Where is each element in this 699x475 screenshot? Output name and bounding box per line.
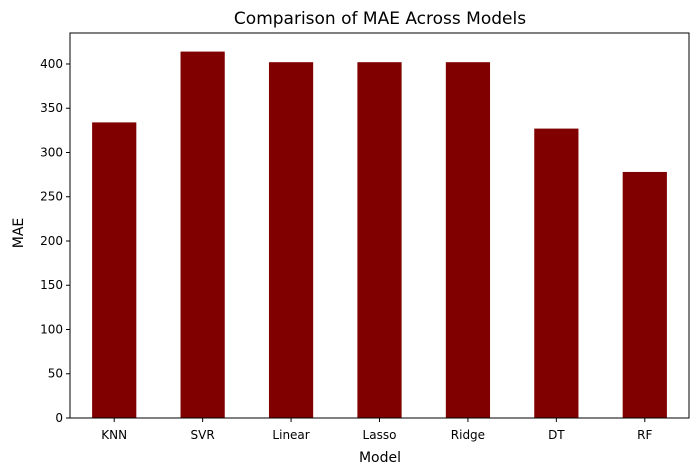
- bar-ridge: [445, 62, 491, 418]
- y-tick-label: 0: [55, 411, 63, 425]
- y-tick-label: 300: [40, 145, 63, 159]
- y-tick-label: 100: [40, 322, 63, 336]
- y-tick-label: 250: [40, 190, 63, 204]
- x-tick-label: Ridge: [451, 428, 485, 442]
- y-axis-ticks: 0 50 100 150 200 250 300 350 400: [40, 57, 70, 425]
- bar-rf: [622, 171, 667, 418]
- x-axis-ticks: KNN SVR Linear Lasso Ridge DT RF: [101, 418, 652, 442]
- x-tick-label: SVR: [191, 428, 215, 442]
- bar-svr: [180, 51, 225, 418]
- bar-linear: [268, 62, 314, 418]
- y-tick-label: 400: [40, 57, 63, 71]
- x-tick-label: Lasso: [363, 428, 397, 442]
- x-tick-label: DT: [548, 428, 565, 442]
- y-tick-label: 350: [40, 101, 63, 115]
- bars-group: [92, 51, 667, 418]
- plot-frame: [69, 32, 690, 419]
- bar-knn: [92, 122, 137, 418]
- bar-dt: [534, 128, 579, 418]
- bar-lasso: [357, 62, 402, 418]
- y-tick-label: 200: [40, 234, 63, 248]
- y-tick-label: 150: [40, 278, 63, 292]
- y-tick-label: 50: [48, 367, 63, 381]
- x-tick-label: RF: [637, 428, 652, 442]
- x-axis-label: Model: [359, 450, 401, 466]
- x-tick-label: Linear: [272, 428, 309, 442]
- x-tick-label: KNN: [101, 428, 127, 442]
- y-axis-label: MAE: [11, 218, 27, 249]
- chart-title: Comparison of MAE Across Models: [234, 9, 526, 29]
